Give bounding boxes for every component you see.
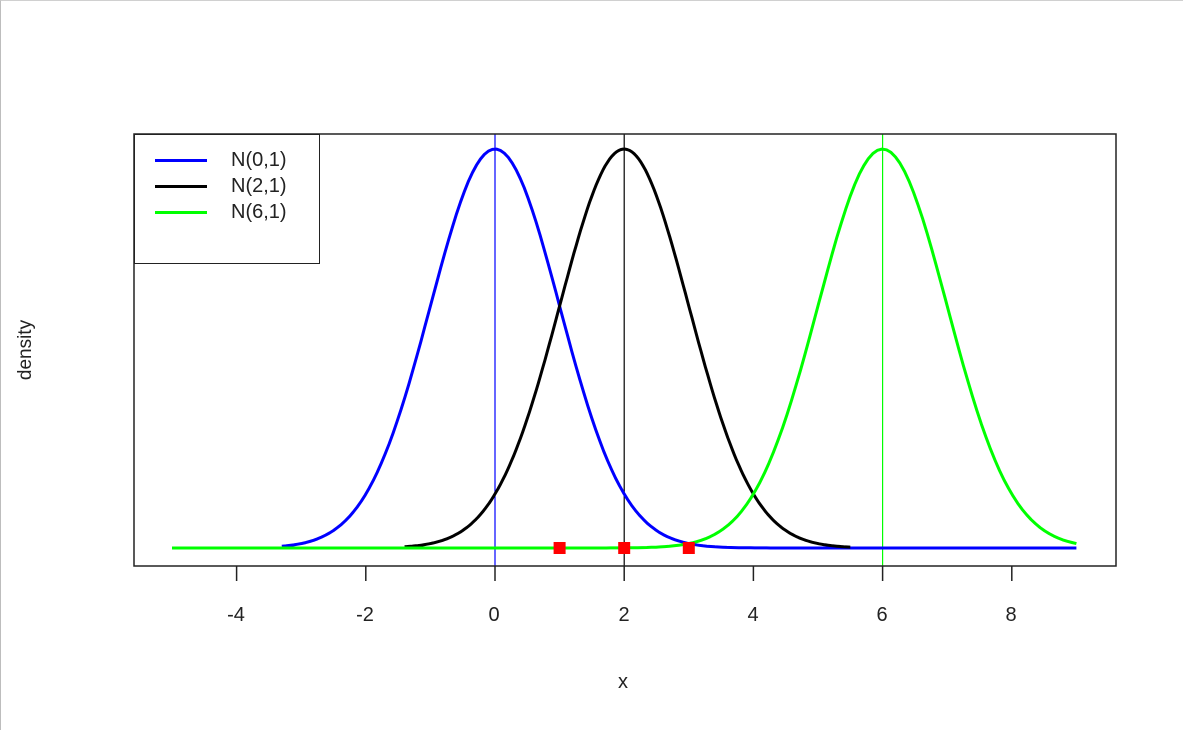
density-curve [404, 147, 851, 549]
legend-label: N(2,1) [231, 175, 287, 197]
density-curve [281, 147, 1077, 550]
x-tick-label: 6 [876, 604, 888, 626]
legend-item-n01: N(0,1) [135, 147, 319, 173]
y-axis-label: density [15, 319, 36, 381]
legend-line-black-icon [155, 185, 207, 188]
legend-line-green-icon [155, 211, 207, 214]
legend-item-n61: N(6,1) [135, 199, 319, 225]
data-point-marker [682, 542, 695, 554]
plot-border [133, 133, 1117, 567]
legend-line-blue-icon [155, 159, 207, 162]
legend-item-n21: N(2,1) [135, 173, 319, 199]
x-tick-label: 0 [488, 604, 500, 626]
legend-label: N(0,1) [231, 149, 287, 171]
data-point-marker [618, 542, 631, 554]
x-tick-label: -4 [227, 604, 245, 626]
x-tick-label: 2 [618, 604, 630, 626]
legend-label: N(6,1) [231, 201, 287, 223]
x-tick-label: -2 [356, 604, 374, 626]
data-point-marker [553, 542, 566, 554]
legend: N(0,1) N(2,1) N(6,1) [134, 134, 320, 264]
x-tick-label: 8 [1005, 604, 1017, 626]
x-tick-label: 4 [747, 604, 759, 626]
x-axis-label: x [618, 671, 628, 693]
